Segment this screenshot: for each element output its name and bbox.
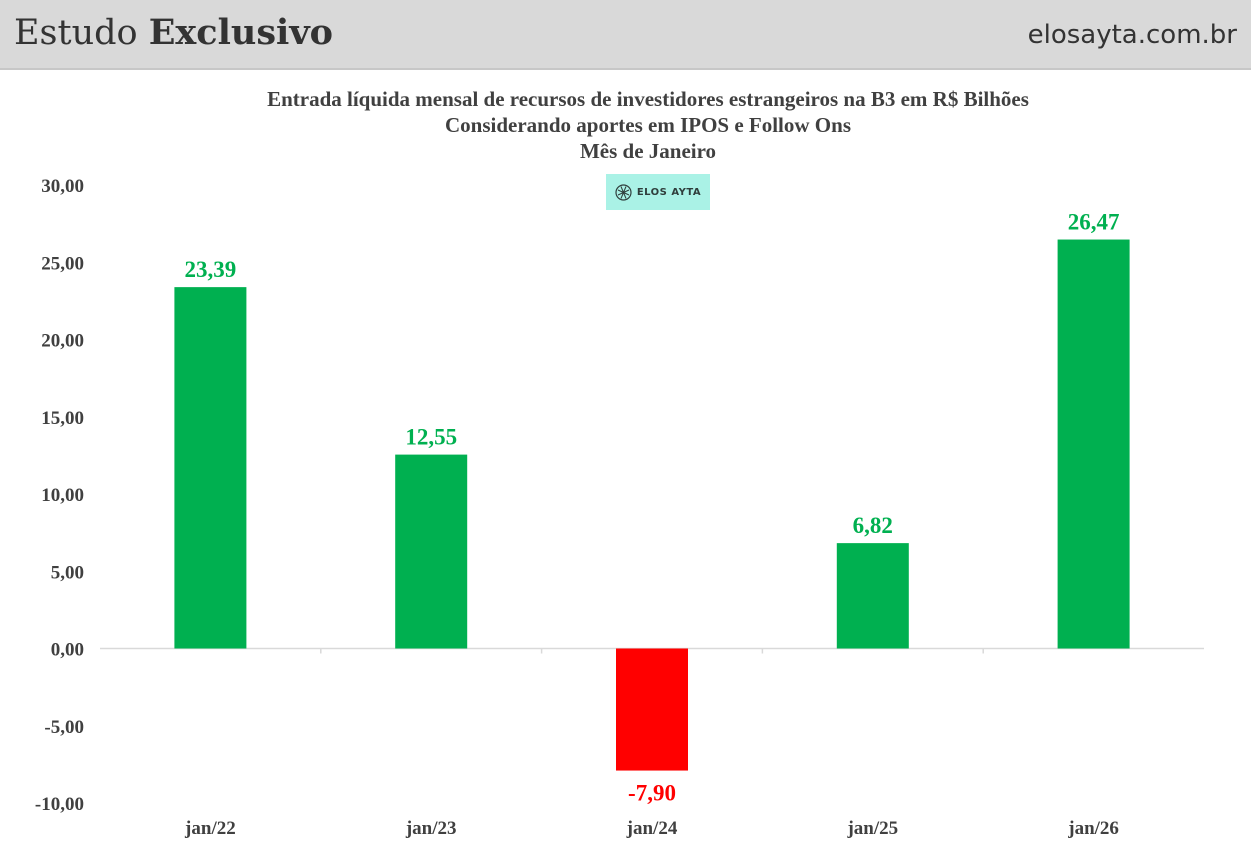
data-label: 23,39 [185, 257, 237, 282]
bar [616, 648, 688, 771]
y-tick-label: 25,00 [41, 253, 84, 274]
data-label: 12,55 [405, 425, 457, 450]
chart-title: Entrada líquida mensal de recursos de in… [267, 87, 1029, 111]
y-tick-label: 15,00 [41, 408, 84, 429]
chart-subtitle: Considerando aportes em IPOS e Follow On… [444, 113, 851, 137]
y-tick-label: -10,00 [35, 794, 84, 815]
elos-ayta-logo-icon [615, 183, 632, 201]
x-category-label: jan/24 [626, 818, 678, 839]
x-category-label: jan/25 [846, 818, 898, 839]
site-url[interactable]: elosayta.com.br [1027, 20, 1237, 50]
header-bar: Estudo Exclusivo elosayta.com.br [0, 0, 1251, 70]
y-tick-label: 20,00 [41, 331, 84, 352]
elos-ayta-logo: ELOS AYTA [606, 174, 710, 210]
x-category-label: jan/22 [184, 818, 236, 839]
y-tick-label: 5,00 [51, 562, 84, 583]
bar [395, 454, 468, 649]
chart-subtitle-month: Mês de Janeiro [579, 139, 717, 163]
x-category-label: jan/26 [1067, 818, 1119, 839]
logo-text: ELOS AYTA [636, 186, 702, 198]
y-tick-label: -5,00 [44, 717, 84, 738]
bar [836, 543, 909, 649]
data-label: 6,82 [853, 513, 893, 538]
brand-title-light: Estudo [14, 13, 138, 53]
y-tick-label: 30,00 [41, 176, 84, 197]
x-category-label: jan/23 [405, 818, 457, 839]
chart-titles: Entrada líquida mensal de recursos de in… [0, 86, 1251, 164]
brand-title: Estudo Exclusivo [14, 12, 333, 53]
bar [174, 287, 247, 649]
y-tick-label: 10,00 [41, 485, 84, 506]
brand-title-bold: Exclusivo [148, 12, 334, 53]
bar [1057, 239, 1130, 649]
y-tick-label: 0,00 [51, 640, 84, 661]
data-label: -7,90 [628, 781, 676, 806]
data-label: 26,47 [1068, 210, 1120, 235]
